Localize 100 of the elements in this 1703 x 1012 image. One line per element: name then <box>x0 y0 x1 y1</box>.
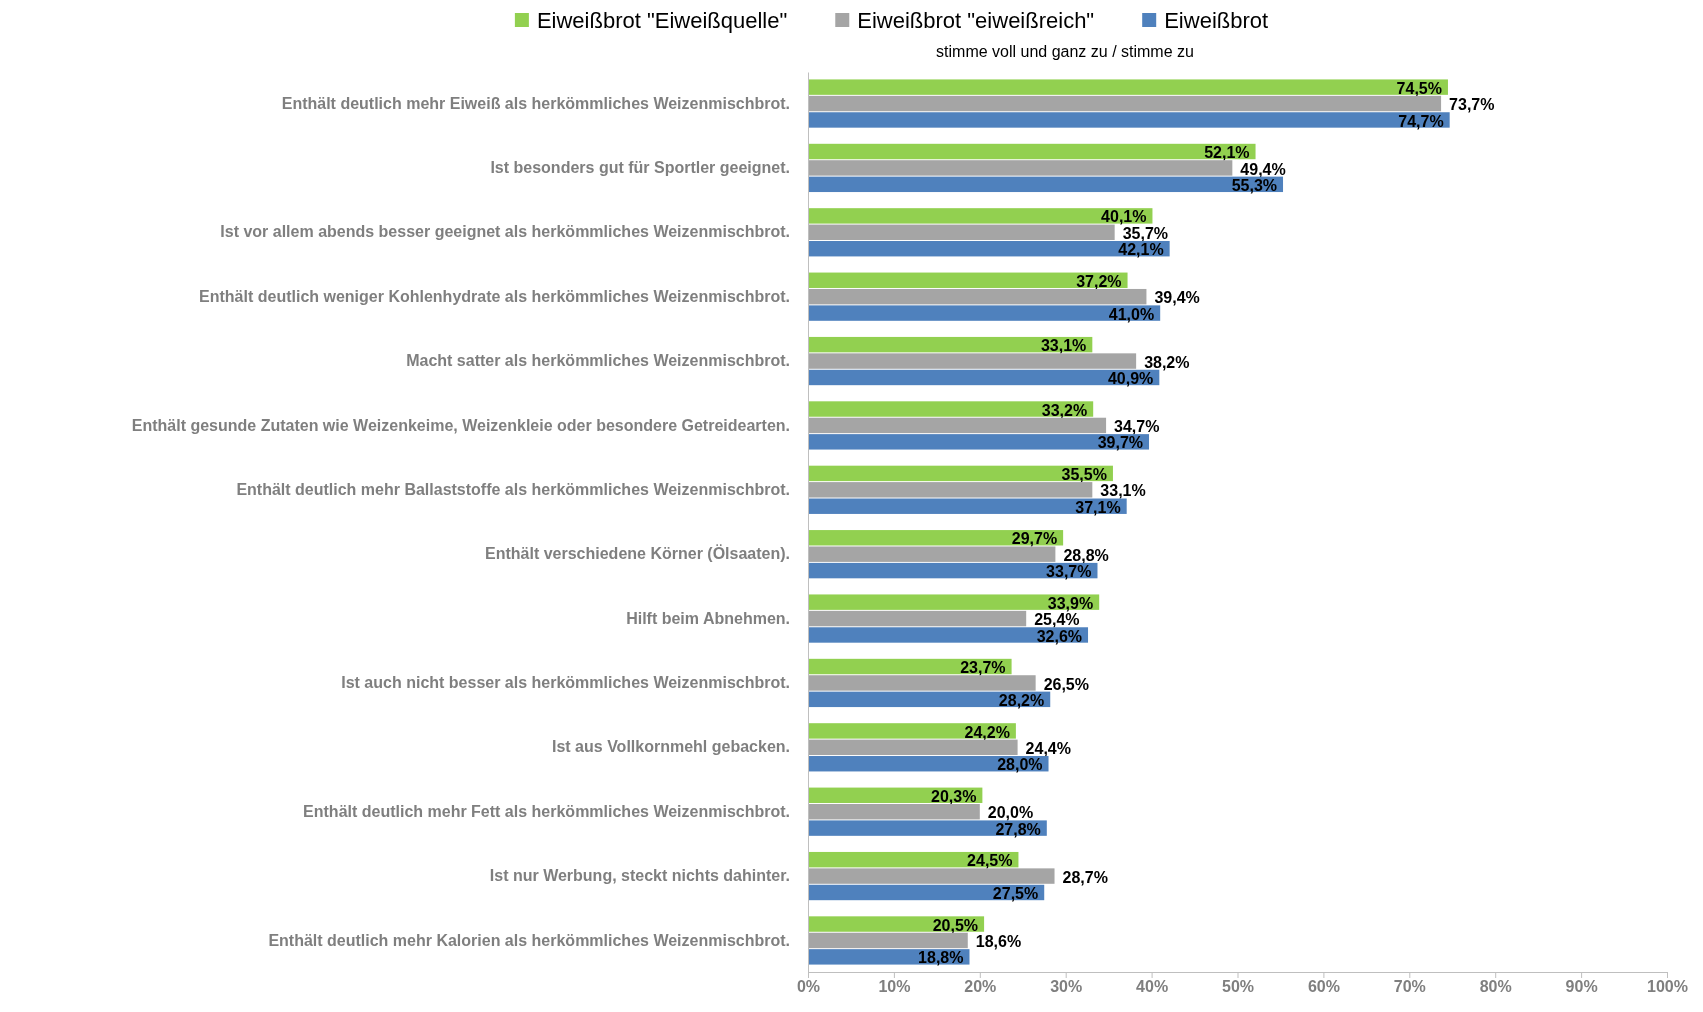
y-tick-label: Ist nur Werbung, steckt nichts dahinter. <box>489 867 790 885</box>
data-label: 33,2% <box>1041 401 1088 419</box>
x-tick-label: 90% <box>1565 978 1598 996</box>
data-label: 52,1% <box>1204 144 1250 162</box>
data-label: 55,3% <box>1231 176 1278 194</box>
bar <box>808 241 1170 257</box>
data-label: 40,9% <box>1107 370 1154 388</box>
bar <box>808 594 1100 610</box>
x-tick-label: 20% <box>964 978 997 996</box>
bar <box>808 208 1153 224</box>
bar <box>808 803 980 820</box>
x-tick-label: 100% <box>1647 978 1688 996</box>
y-tick-label: Ist auch nicht besser als herkömmliches Weizenmischbrot. <box>341 674 790 692</box>
bar <box>808 739 1018 756</box>
chart-subtitle: stimme voll und ganz zu / stimme zu <box>936 43 1194 60</box>
y-tick-label: Enthält deutlich mehr Ballaststoffe als herkömmliches Weizenmischbrot. <box>236 480 790 498</box>
x-tick-label: 0% <box>796 978 821 996</box>
bar <box>808 820 1047 836</box>
bar <box>808 305 1161 321</box>
x-tick-label: 40% <box>1136 978 1169 996</box>
y-tick-label: Enthält deutlich mehr Eiweiß als herkömmliches Weizenmischbrot. <box>281 94 790 112</box>
bar <box>808 353 1137 369</box>
data-label: 20,5% <box>932 916 979 934</box>
y-tick-label: Enthält deutlich mehr Kalorien als herkömmliches Weizenmischbrot. <box>268 931 790 949</box>
bar <box>808 369 1160 386</box>
legend-label: Eiweißbrot "eiweißreich" <box>857 7 1095 33</box>
data-label: 18,8% <box>918 949 964 967</box>
data-label: 20,3% <box>931 787 977 805</box>
data-label: 32,6% <box>1036 627 1083 645</box>
bar <box>808 498 1127 514</box>
legend-label: Eiweißbrot "Eiweißquelle" <box>536 7 788 33</box>
data-label: 25,4% <box>1034 611 1080 629</box>
data-label: 28,2% <box>998 691 1045 709</box>
x-tick-label: 30% <box>1050 978 1083 996</box>
bar <box>808 546 1056 562</box>
x-tick-label: 60% <box>1307 978 1340 996</box>
data-label: 27,5% <box>992 885 1039 903</box>
data-label: 29,7% <box>1011 530 1058 548</box>
bar <box>808 434 1150 450</box>
bar <box>808 610 1027 627</box>
bar <box>808 932 968 949</box>
bar <box>808 79 1448 95</box>
data-label: 37,2% <box>1076 272 1122 290</box>
data-label: 74,5% <box>1396 79 1442 97</box>
y-tick-label: Enthält deutlich mehr Fett als herkömmliches Weizenmischbrot. <box>303 802 790 820</box>
data-label: 24,4% <box>1025 739 1071 757</box>
data-label: 74,7% <box>1398 112 1444 130</box>
data-label: 39,4% <box>1154 289 1200 307</box>
bar <box>808 112 1450 128</box>
data-label: 40,1% <box>1101 208 1147 226</box>
bar <box>808 288 1147 305</box>
bar <box>808 160 1233 176</box>
data-label: 33,1% <box>1040 337 1087 355</box>
data-label: 35,7% <box>1122 224 1169 242</box>
bar <box>808 482 1093 498</box>
bar <box>808 143 1256 160</box>
bar <box>808 723 1016 739</box>
data-label: 24,2% <box>964 723 1010 741</box>
data-label: 33,9% <box>1047 594 1094 612</box>
data-label: 33,1% <box>1100 482 1146 500</box>
data-label: 24,5% <box>967 852 1013 870</box>
y-tick-label: Enthält verschiedene Körner (Ölsaaten). <box>485 544 790 563</box>
data-label: 18,6% <box>975 933 1022 951</box>
bar <box>808 675 1036 691</box>
data-label: 28,7% <box>1062 868 1108 886</box>
y-tick-label: Enthält deutlich weniger Kohlenhydrate als herkömmliches Weizenmischbrot. <box>199 287 790 305</box>
bar <box>808 868 1055 884</box>
legend-label: Eiweißbrot <box>1164 7 1269 33</box>
x-tick-label: 50% <box>1221 978 1255 996</box>
x-tick-label: 70% <box>1393 978 1426 996</box>
data-label: 37,1% <box>1075 498 1121 516</box>
y-tick-label: Ist besonders gut für Sportler geeignet. <box>490 159 790 177</box>
x-tick-label: 80% <box>1479 978 1512 996</box>
data-label: 33,7% <box>1046 563 1092 581</box>
bar <box>808 417 1107 434</box>
y-tick-label: Macht satter als herkömmliches Weizenmischbrot. <box>406 352 790 370</box>
data-label: 27,8% <box>995 820 1041 838</box>
y-tick-label: Hilft beim Abnehmen. <box>626 609 790 627</box>
x-tick-label: 10% <box>878 978 911 996</box>
bar <box>808 627 1089 643</box>
data-label: 39,7% <box>1097 434 1144 452</box>
data-label: 26,5% <box>1043 675 1090 693</box>
data-label: 49,4% <box>1240 160 1286 178</box>
data-label: 73,7% <box>1449 96 1495 114</box>
bar <box>808 272 1128 288</box>
data-label: 42,1% <box>1118 241 1164 259</box>
y-tick-label: Ist vor allem abends besser geeignet als herkömmliches Weizenmischbrot. <box>220 223 790 241</box>
data-label: 41,0% <box>1108 305 1155 323</box>
y-tick-label: Ist aus Vollkornmehl gebacken. <box>552 738 790 756</box>
bar <box>808 401 1094 417</box>
data-label: 20,0% <box>987 804 1034 822</box>
data-label: 35,5% <box>1061 466 1107 483</box>
bar <box>808 916 985 932</box>
data-label: 23,7% <box>960 659 1006 677</box>
data-label: 28,0% <box>997 756 1043 774</box>
bar <box>808 95 1442 112</box>
data-label: 38,2% <box>1144 353 1190 371</box>
bar <box>808 224 1115 241</box>
bar <box>808 176 1284 193</box>
data-label: 28,8% <box>1063 546 1109 564</box>
